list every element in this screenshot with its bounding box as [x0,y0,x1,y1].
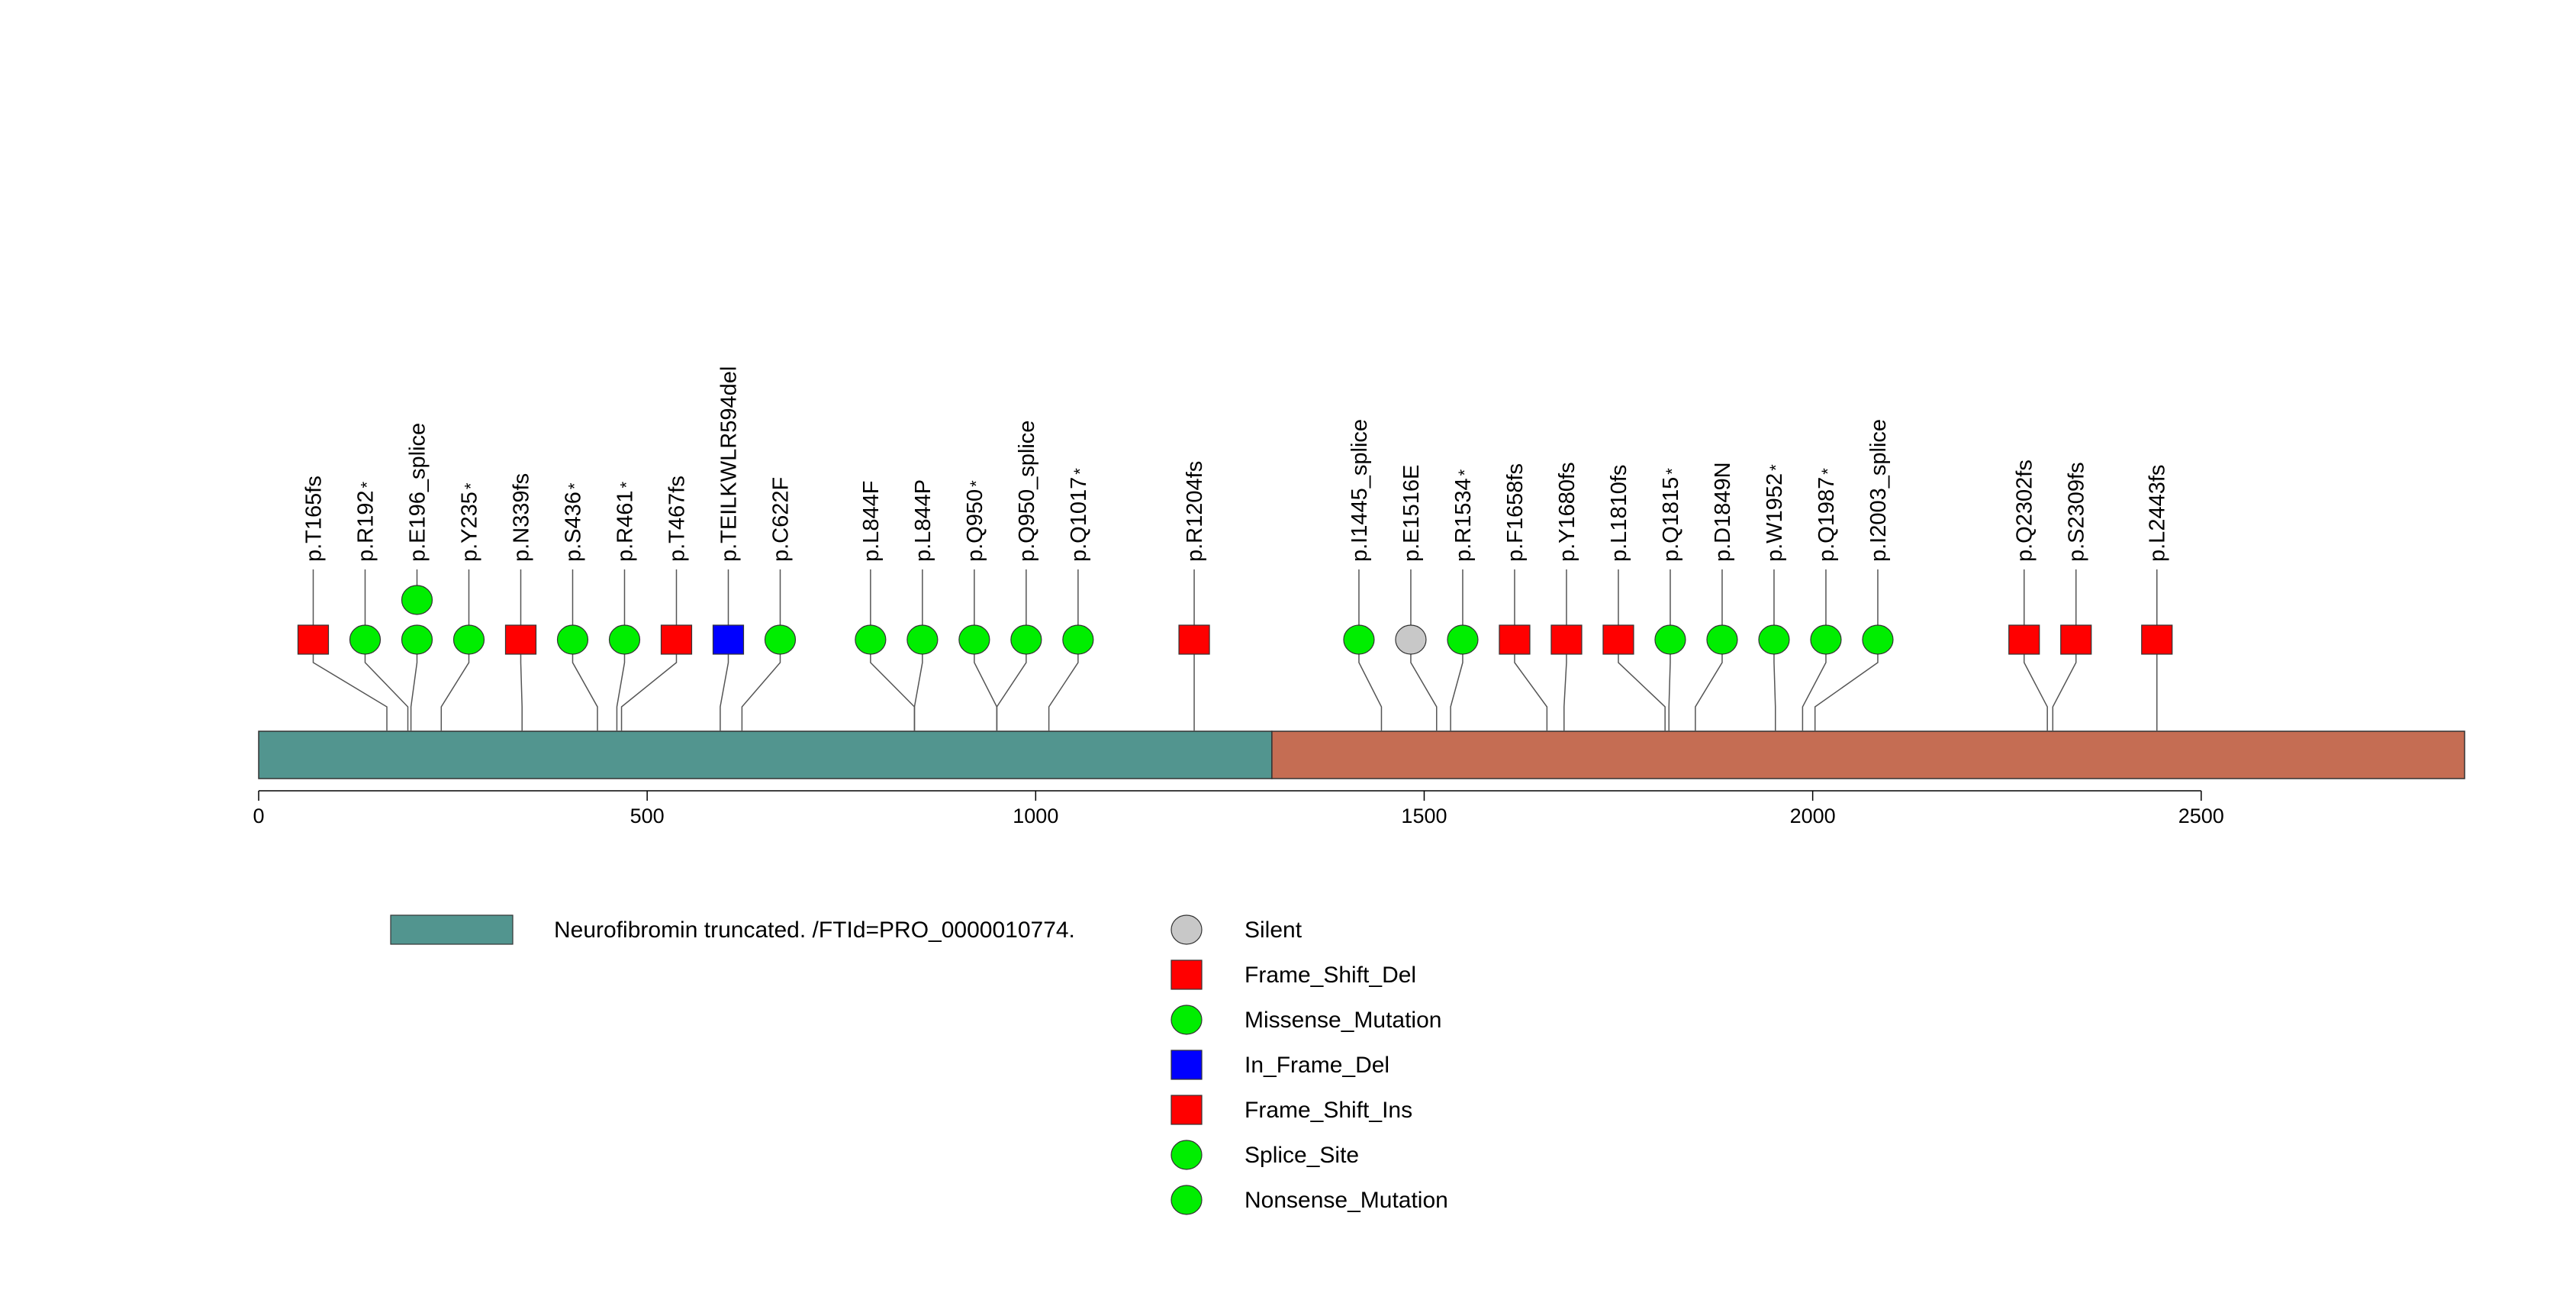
legend-swatch-missense-mutation [1170,1005,1203,1035]
mutation-marker[interactable] [1550,624,1583,655]
mutation-marker[interactable] [452,624,485,655]
mutation-marker[interactable] [660,624,693,655]
mutation-label: p.R461* [613,481,637,562]
mutation-marker[interactable] [1395,624,1427,655]
mutation-label: p.T165fs [301,476,326,562]
mutation-label: p.S436* [561,482,585,562]
mutation-label: p.R1534* [1451,469,1476,562]
mutation-marker[interactable] [958,624,990,655]
legend: Neurofibromin truncated. /FTId=PRO_00000… [390,914,1448,1215]
mutation-label: p.L2443fs [2146,465,2170,562]
x-axis: 0 500 1000 1500 2000 2500 [253,790,2224,827]
mutation-marker[interactable] [1654,624,1686,655]
mutation-markers [297,585,2173,655]
domain-segment-0 [258,730,1273,779]
mutation-label: p.R1204fs [1183,461,1207,562]
mutation-label: p.I2003_splice [1866,419,1891,562]
mutation-label: p.Y235* [457,482,481,562]
legend-label-in-frame-del: In_Frame_Del [1245,1053,1389,1078]
mutation-marker[interactable] [906,624,939,655]
mutation-marker[interactable] [712,624,745,655]
mutation-label: p.I1445_splice [1348,419,1372,562]
mutation-marker[interactable] [1447,624,1479,655]
legend-domain-label: Neurofibromin truncated. /FTId=PRO_00000… [554,918,1075,943]
mutation-marker[interactable] [1010,624,1042,655]
legend-label-missense-mutation: Missense_Mutation [1245,1008,1441,1033]
legend-label-splice-site: Splice_Site [1245,1143,1359,1168]
mutation-marker[interactable] [2141,624,2173,655]
mutation-label: p.Q950* [963,480,987,562]
mutation-label: p.Q1017* [1067,468,1091,562]
legend-swatch-splice-site [1170,1140,1203,1170]
mutation-label: p.F1658fs [1503,463,1528,562]
legend-swatch-silent [1170,914,1203,945]
mutation-marker[interactable] [1062,624,1094,655]
mutation-label: p.D1849N [1711,462,1735,562]
mutation-marker[interactable] [1862,624,1894,655]
mutation-marker[interactable] [401,624,433,655]
mutation-marker[interactable] [1343,624,1375,655]
mutation-marker[interactable] [349,624,382,655]
mutation-label: p.T467fs [665,476,689,562]
mutation-label: p.R192* [353,481,378,562]
legend-swatch-frame-shift-ins [1170,1095,1203,1125]
mutation-labels: p.T165fs p.R192* p.E196_splice p.Y235* p.N33… [301,366,2169,562]
mutation-label: p.Q950_splice [1015,421,1039,562]
x-tick-label-0: 0 [253,805,264,827]
mutation-label: p.L844P [911,479,935,562]
x-tick-label-2500: 2500 [2178,805,2224,827]
legend-swatch-nonsense-mutation [1170,1185,1203,1215]
mutation-marker[interactable] [1758,624,1790,655]
mutation-marker[interactable] [764,624,797,655]
mutation-label: p.Q1815* [1659,468,1683,562]
legend-swatch-in-frame-del [1170,1050,1203,1080]
mutation-label: p.L844F [859,481,884,562]
mutation-label: p.E1516E [1399,465,1424,562]
mutation-label: p.C622F [768,477,793,562]
legend-swatch-frame-shift-del [1170,959,1203,990]
x-tick-label-1000: 1000 [1013,805,1058,827]
mutation-marker[interactable] [1602,624,1634,655]
mutation-marker[interactable] [556,624,589,655]
legend-label-nonsense-mutation: Nonsense_Mutation [1245,1188,1448,1213]
mutation-label: p.W1952* [1763,464,1787,562]
mutation-marker[interactable] [504,624,537,655]
legend-domain-swatch [390,914,514,945]
legend-label-silent: Silent [1245,918,1302,943]
legend-label-frame-shift-del: Frame_Shift_Del [1245,963,1416,988]
x-tick-label-500: 500 [630,805,665,827]
mutation-marker[interactable] [608,624,641,655]
mutation-marker[interactable] [1810,624,1842,655]
mutation-label: p.N339fs [509,473,533,562]
mutation-marker[interactable] [2008,624,2040,655]
x-tick-label-2000: 2000 [1790,805,1836,827]
protein-domains [258,730,2465,779]
mutation-label: p.L1810fs [1607,465,1631,562]
legend-label-frame-shift-ins: Frame_Shift_Ins [1245,1098,1412,1123]
connector-line [870,640,916,731]
mutation-label: p.S2309fs [2065,462,2089,562]
mutation-label: p.Q2302fs [2013,460,2037,562]
mutation-marker[interactable] [401,585,433,615]
mutation-label: p.E196_splice [405,423,430,562]
mutation-marker[interactable] [1499,624,1531,655]
mutation-label: p.TEILKWLR594del [716,366,741,562]
mutation-marker[interactable] [297,624,330,655]
mutation-marker[interactable] [1178,624,1210,655]
x-tick-label-1500: 1500 [1401,805,1447,827]
mutation-marker[interactable] [1706,624,1738,655]
mutation-marker[interactable] [2060,624,2092,655]
mutation-label: p.Q1987* [1814,468,1839,562]
mutation-marker[interactable] [855,624,887,655]
domain-segment-1 [1271,730,2465,779]
mutation-label: p.Y1680fs [1555,462,1579,562]
